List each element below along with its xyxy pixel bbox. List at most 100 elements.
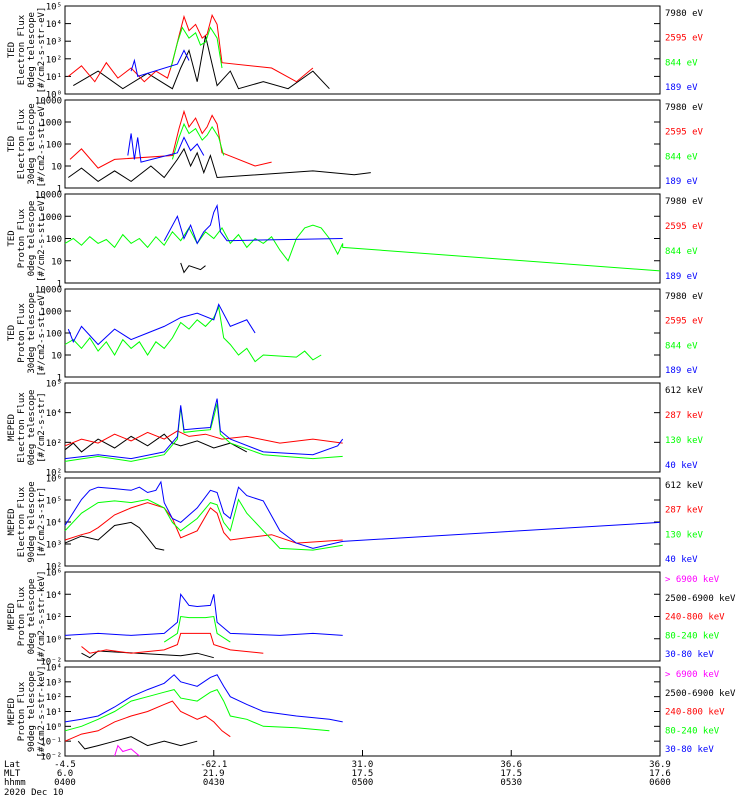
x-axis: -4.56.00400-62.121.9043031.017.5050036.6… [4, 750, 671, 798]
panel-4: 1 10 100 1000 10000 TED Proton Flux 30deg teles… [7, 286, 704, 384]
series-line-1 [114, 744, 140, 757]
y-axis-label: TED [7, 136, 17, 152]
y-tick-label: 10³ [46, 678, 62, 688]
y-tick-label: 1 [57, 280, 62, 290]
series-line-4 [163, 203, 343, 245]
y-axis-label: 0deg telescope [27, 579, 37, 655]
legend-entry: 2595 eV [665, 128, 704, 138]
x-tick-label: 31.0 [352, 760, 374, 770]
y-tick-label: 10¹ [46, 73, 62, 83]
y-tick-label: 10⁴ [46, 591, 62, 601]
y-axis-label: Electron Flux [17, 392, 27, 463]
series-line-4 [127, 133, 205, 163]
y-axis-label: 0deg telescope [27, 12, 37, 88]
y-axis-label: Electron Flux [17, 14, 27, 85]
legend-entry: 2595 eV [665, 34, 704, 44]
panel-5: 10² 10² 10⁴ 10⁵ MEPED Electron Flux 0deg teles… [7, 380, 704, 479]
y-tick-label: 10¹ [46, 708, 62, 718]
y-tick-label: 1000 [40, 119, 62, 129]
y-axis-label: MEPED [7, 414, 17, 441]
x-row-label: Lat [4, 760, 20, 770]
x-tick-label: 0600 [649, 778, 671, 788]
series-line-4 [163, 615, 231, 643]
legend-entry: 189 eV [665, 83, 698, 93]
series-line-3 [64, 700, 231, 742]
series-line-5 [64, 674, 343, 723]
y-tick-label: 10⁴ [46, 409, 62, 419]
y-tick-label: 10⁰ [46, 723, 62, 733]
y-tick-label: 10 [51, 352, 62, 362]
y-tick-label: 10³ [46, 38, 62, 48]
panel-frame [64, 666, 661, 757]
legend-entry: 2500-6900 keV [665, 594, 736, 604]
y-axis-label: Electron Flux [17, 486, 27, 557]
series-line-1 [64, 433, 248, 453]
y-tick-label: 10 [51, 163, 62, 173]
x-tick-label: 0430 [203, 778, 225, 788]
panel-2: 1 10 100 1000 10000 TED Electron Flux 30deg tel… [7, 97, 704, 195]
y-tick-label: 10³ [46, 541, 62, 551]
legend-entry: 612 keV [665, 481, 704, 491]
legend-entry: 130 keV [665, 530, 704, 540]
y-axis-label: [#/cm2-s-str-eV] [37, 101, 47, 188]
panel-7: 10⁻² 10⁰ 10² 10⁴ 10⁶ MEPED Proton Flux 0deg tel… [7, 569, 736, 668]
y-axis-label: Proton Flux [17, 586, 27, 646]
legend-entry: 7980 eV [665, 197, 704, 207]
x-tick-label: 17.5 [500, 769, 522, 779]
series-line-1 [64, 521, 165, 551]
legend-entry: 189 eV [665, 177, 698, 187]
legend-entry: 844 eV [665, 341, 698, 351]
y-axis-label: TED [7, 230, 17, 246]
legend-entry: 189 eV [665, 366, 698, 376]
legend-entry: 7980 eV [665, 103, 704, 113]
x-tick-label: 0530 [500, 778, 522, 788]
x-tick-label: 0500 [352, 778, 374, 788]
legend-entry: 844 eV [665, 58, 698, 68]
legend-entry: 80-240 keV [665, 631, 720, 641]
y-tick-label: 10² [46, 693, 62, 703]
series-line-2 [69, 109, 272, 169]
y-tick-label: 10⁴ [46, 519, 62, 529]
panel-frame [64, 571, 661, 662]
panel-1: 10⁰ 10¹ 10² 10³ 10⁴ 10⁵ TED Electron Flux 0deg t… [7, 3, 704, 101]
series-line-1 [73, 35, 330, 90]
y-tick-label: 10000 [35, 191, 62, 201]
series-line-3 [64, 305, 322, 363]
y-axis-label: MEPED [7, 603, 17, 630]
y-tick-label: 1 [57, 185, 62, 195]
x-tick-label: 6.0 [57, 769, 73, 779]
y-axis-label: [#/cm2-s-str] [37, 487, 47, 557]
legend-entry: 2595 eV [665, 222, 704, 232]
y-tick-label: 1000 [40, 213, 62, 223]
y-axis-label: [#/cm2-s-str-keV] [37, 570, 47, 662]
series-line-4 [67, 303, 256, 346]
x-row-label: hhmm [4, 778, 26, 788]
y-axis-label: 0deg telescope [27, 390, 37, 466]
series-line-2 [81, 650, 214, 659]
y-tick-label: 10000 [35, 97, 62, 107]
series-line-2 [77, 736, 198, 750]
y-axis-label: [#/cm2-s-str-eV] [37, 7, 47, 94]
x-tick-label: 36.9 [649, 760, 671, 770]
panel-frame [64, 5, 661, 95]
y-axis-label: Proton Flux [17, 208, 27, 268]
y-tick-label: 10⁶ [46, 569, 62, 579]
y-axis-label: 0deg telescope [27, 201, 37, 277]
y-axis-label: [#/cm2-s-str-eV] [37, 290, 47, 377]
y-tick-label: 10² [46, 613, 62, 623]
y-axis-label: TED [7, 325, 17, 341]
y-axis-label: 90deg telescope [27, 481, 37, 562]
y-tick-label: 100 [46, 330, 62, 340]
legend-entry: 80-240 keV [665, 726, 720, 736]
y-tick-label: 1 [57, 374, 62, 384]
y-tick-label: 10⁵ [46, 380, 62, 390]
panel-frame [64, 99, 661, 189]
y-axis-label: Proton Flux [17, 681, 27, 741]
y-axis-label: [#/cm2-s-str-keV] [37, 665, 47, 757]
x-tick-label: 21.9 [203, 769, 225, 779]
series-line-3 [170, 26, 223, 69]
y-axis-label: Proton Flux [17, 303, 27, 363]
y-axis-label: Electron Flux [17, 108, 27, 179]
y-tick-label: 10⁻² [40, 753, 62, 763]
series-line-3 [171, 122, 225, 160]
